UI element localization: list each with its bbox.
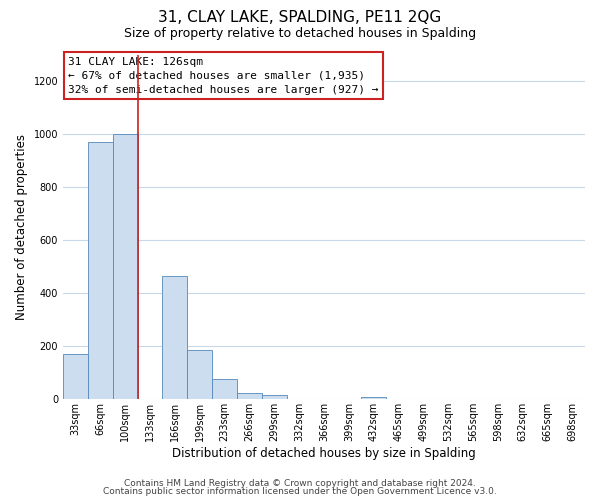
Bar [163, 276, 187, 400]
Bar [88, 142, 113, 400]
Bar [63, 354, 88, 400]
Bar [212, 380, 237, 400]
Bar [237, 392, 262, 400]
Text: 31, CLAY LAKE, SPALDING, PE11 2QG: 31, CLAY LAKE, SPALDING, PE11 2QG [158, 10, 442, 25]
Bar [262, 396, 287, 400]
X-axis label: Distribution of detached houses by size in Spalding: Distribution of detached houses by size … [172, 447, 476, 460]
Text: 31 CLAY LAKE: 126sqm
← 67% of detached houses are smaller (1,935)
32% of semi-de: 31 CLAY LAKE: 126sqm ← 67% of detached h… [68, 56, 379, 94]
Text: Contains HM Land Registry data © Crown copyright and database right 2024.: Contains HM Land Registry data © Crown c… [124, 478, 476, 488]
Bar [361, 396, 386, 400]
Text: Contains public sector information licensed under the Open Government Licence v3: Contains public sector information licen… [103, 487, 497, 496]
Text: Size of property relative to detached houses in Spalding: Size of property relative to detached ho… [124, 28, 476, 40]
Y-axis label: Number of detached properties: Number of detached properties [15, 134, 28, 320]
Bar [113, 134, 137, 400]
Bar [187, 350, 212, 400]
